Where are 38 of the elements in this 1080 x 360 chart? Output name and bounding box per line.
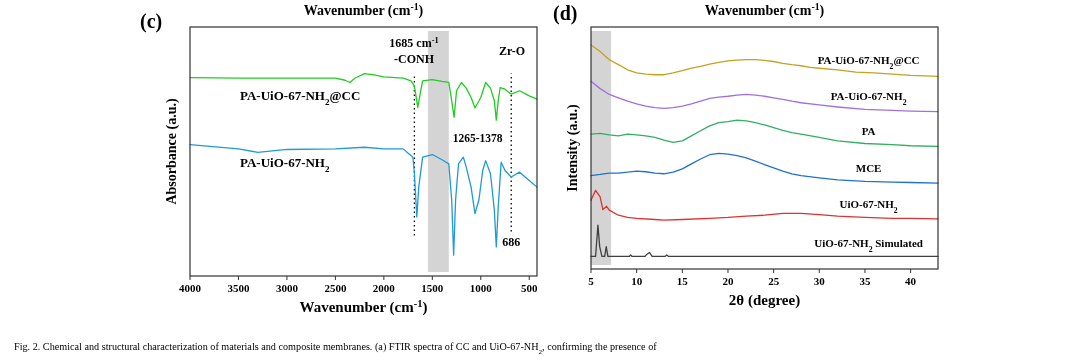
series-label: UiO-67-NH$_{2}$ [839, 198, 898, 215]
text: (d) [553, 2, 578, 25]
series-label: MCE [855, 162, 882, 175]
x-tick-label: 1000 [469, 282, 493, 294]
text: Zr-O [498, 44, 526, 58]
x-tick-label: 30 [813, 275, 826, 287]
x-tick-label: 1500 [421, 282, 444, 294]
x-tick-label: 10 [631, 275, 643, 287]
band-label: 1265-1378 [452, 132, 503, 145]
x-tick-label: 3500 [227, 282, 250, 294]
x-tick-label: 2500 [324, 282, 347, 294]
series-label: PA-UiO-67-NH$_{2}$@CC [817, 53, 920, 71]
series-label: UiO-67-NH$_{2}$ Simulated [814, 237, 923, 254]
x-tick-label: 3000 [275, 282, 299, 294]
x-tick-label: 5 [588, 275, 595, 287]
chart-title: Wavenumber (cm$^{-1}$) [303, 0, 424, 19]
x-tick-label: 500 [521, 282, 538, 294]
ref-line-label: 686 [502, 234, 521, 249]
text: 1685 cm$^{-1}$ [389, 35, 439, 50]
series-label: PA-UiO-67-NH$_{2}$@CC [240, 87, 361, 107]
x-tick-label: 15 [676, 275, 689, 287]
x-axis-title: Wavenumber (cm$^{-1}$) [299, 297, 428, 316]
x-tick-label: 25 [768, 275, 780, 287]
x-tick-label: 35 [859, 275, 871, 287]
y-axis-title: Intensity (a.u.) [565, 103, 581, 192]
series-label: PA-UiO-67-NH$_{2}$ [240, 154, 330, 174]
y-axis-title: Absorbance (a.u.) [164, 98, 180, 205]
chart-title: Wavenumber (cm$^{-1}$) [704, 0, 825, 19]
series-label: PA [861, 124, 876, 137]
x-tick-label: 20 [722, 275, 734, 287]
text: (c) [140, 10, 163, 33]
x-tick-label: 2000 [372, 282, 396, 294]
series-label: PA-UiO-67-NH$_{2}$ [830, 90, 907, 107]
x-tick-label: 40 [905, 275, 917, 287]
text: -CONH [394, 52, 435, 66]
x-tick-label: 4000 [179, 282, 202, 294]
x-axis-title: 2θ (degree) [728, 292, 801, 309]
caption: Fig. 2. Chemical and structural characterization of materials and composite membranes. (a) FTIR spectra of CC and UiO-67-NH$_{2}$, confirming the presence of [14, 341, 658, 356]
